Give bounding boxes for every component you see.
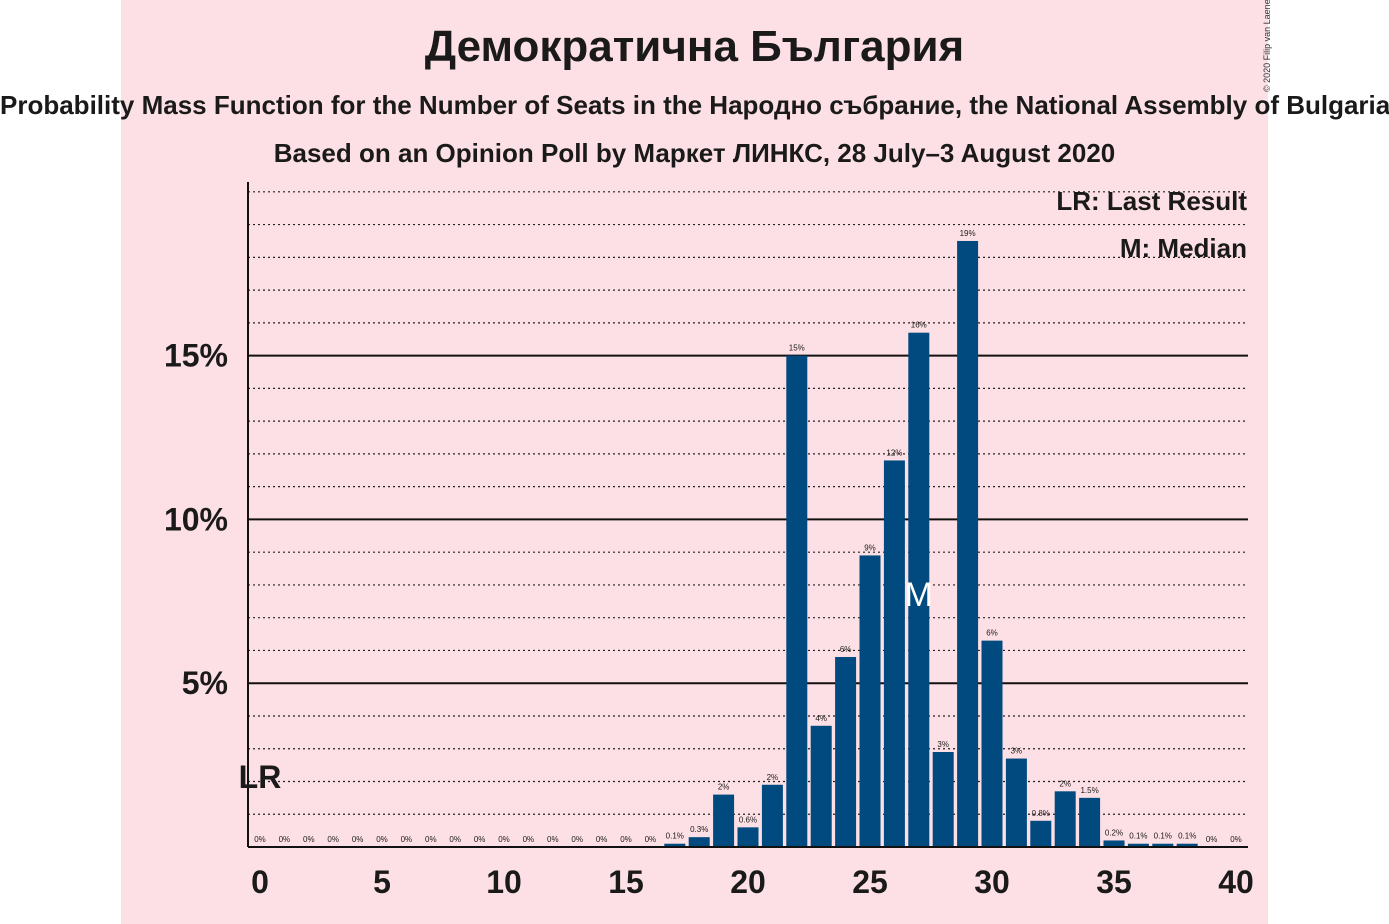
bar-value-label: 2% [718,783,730,792]
bar [688,837,710,847]
bar [883,460,905,847]
bar-value-label: 0.1% [666,832,684,841]
axes-group [247,182,1248,848]
bar-value-label: 0% [352,835,364,844]
bar-value-label: 0% [645,835,657,844]
median-marker: M [905,576,933,614]
x-tick-label: 5 [373,864,391,900]
x-tick-label: 25 [852,864,888,900]
bar [1079,797,1101,847]
bar [1005,758,1027,847]
bar [981,640,1003,847]
bar-value-label: 0% [498,835,510,844]
bar-value-label: 15% [789,344,805,353]
x-tick-label: 35 [1096,864,1132,900]
bar-value-label: 16% [911,321,927,330]
bar-value-label: 0% [449,835,461,844]
bar-value-label: 2% [767,773,779,782]
y-tick-label: 15% [164,338,228,374]
y-tick-label: 5% [182,665,228,701]
legend-last-result: LR: Last Result [1056,186,1247,216]
grid-lines [248,191,1248,815]
bar-value-label: 0% [474,835,486,844]
bar-value-label: 12% [886,448,902,457]
bar-value-label: 0% [254,835,266,844]
bar-value-label: 0% [620,835,632,844]
bar [810,725,832,847]
bar-value-label: 0% [596,835,608,844]
bar-value-label: 0.3% [690,825,708,834]
bar [908,332,930,847]
bar-value-label: 0.8% [1032,809,1050,818]
bars-group [664,240,1198,847]
bar-value-label: 0% [279,835,291,844]
bar-value-label: 0.1% [1154,832,1172,841]
bar [1127,843,1149,847]
bar-value-label: 0% [1230,835,1242,844]
last-result-marker: LR [239,759,282,795]
x-tick-label: 15 [608,864,644,900]
bar-value-label: 0% [303,835,315,844]
bar-value-label: 0.1% [1178,832,1196,841]
bar-value-label: 0.1% [1129,832,1147,841]
x-tick-label: 20 [730,864,766,900]
bar [957,240,979,847]
bar-value-label: 19% [960,229,976,238]
bar-value-label: 2% [1059,779,1071,788]
bar-value-label: 0% [376,835,388,844]
x-tick-label: 0 [251,864,269,900]
bar [786,355,808,847]
bar-value-label: 3% [937,740,949,749]
bar-value-label: 0% [547,835,559,844]
chart-background-panel [121,0,1268,924]
bar-value-label: 3% [1011,747,1023,756]
x-tick-label: 10 [486,864,522,900]
bar-value-label: 6% [986,629,998,638]
bar [737,827,759,847]
bar-value-label: 6% [840,645,852,654]
bar [932,752,954,847]
bar-value-label: 0% [327,835,339,844]
labels-group: 5% 10% 15% 0% 0% 0% 0% 0% 0% 0% 0% 0% 0% 0% 0% 0% 0% 0% 0%… [164,229,1254,900]
x-tick-label: 40 [1218,864,1254,900]
legend-median: M: Median [1120,233,1247,263]
bar-value-label: 0.6% [739,815,757,824]
bar [835,657,857,847]
bar [1152,843,1174,847]
bar-value-label: 0.2% [1105,828,1123,837]
chart-title: Демократична България [424,22,965,71]
chart-subtitle-poll: Based on an Opinion Poll by Маркет ЛИНКС… [273,138,1116,168]
bar [761,784,783,847]
bar-value-label: 1.5% [1080,786,1098,795]
bar-value-label: 0% [425,835,437,844]
bar-value-label: 0% [523,835,535,844]
chart-subtitle: Probability Mass Function for the Number… [0,90,1389,120]
bar [1054,791,1076,847]
y-tick-label: 10% [164,501,228,537]
bar [1176,843,1198,847]
bar [1030,820,1052,847]
bar [664,843,686,847]
bar-value-label: 9% [864,543,876,552]
bar [1103,840,1125,847]
bar-value-label: 0% [1206,835,1218,844]
bar-value-label: 4% [815,714,827,723]
bar-value-label: 0% [571,835,583,844]
bar-value-label: 0% [401,835,413,844]
bar [859,555,881,847]
x-tick-label: 30 [974,864,1010,900]
bar [713,794,735,847]
